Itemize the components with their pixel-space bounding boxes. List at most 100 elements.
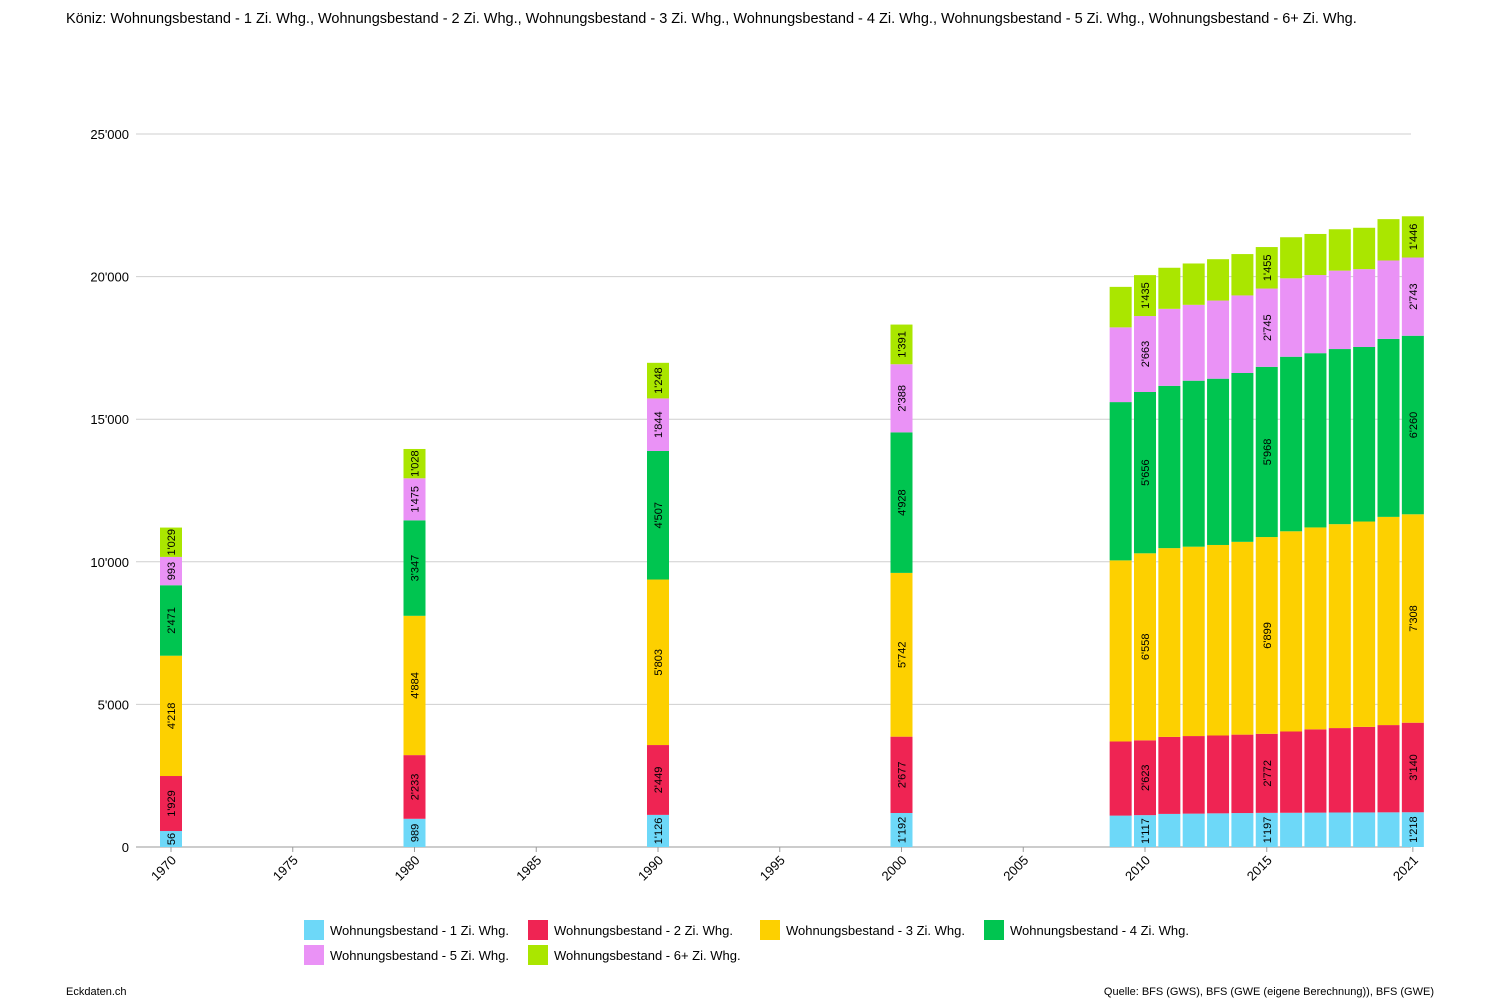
bar-segment	[1401, 514, 1424, 723]
site-name: Eckdaten.ch	[66, 986, 127, 998]
data-label: 1'218	[1408, 816, 1420, 843]
bar-segment	[1353, 521, 1376, 727]
data-label: 1'844	[653, 411, 665, 438]
data-label: 2'677	[897, 762, 909, 789]
data-label: 2'449	[653, 767, 665, 794]
bar-segment	[1328, 812, 1351, 847]
legend-label: Wohnungsbestand - 6+ Zi. Whg.	[554, 947, 741, 963]
legend-label: Wohnungsbestand - 3 Zi. Whg.	[786, 922, 965, 938]
bar-segment	[1182, 263, 1205, 305]
x-tick-label: 1970	[148, 853, 179, 884]
bar-segment	[890, 432, 913, 573]
source-note: Quelle: BFS (GWS), BFS (GWE (eigene Bere…	[1103, 986, 1434, 998]
data-label: 4'884	[410, 672, 422, 699]
bar-segment	[1353, 726, 1376, 813]
data-label: 6'558	[1140, 634, 1152, 661]
bar-segment	[890, 324, 913, 365]
bar-segment	[1255, 247, 1278, 289]
bar-segment	[1377, 219, 1400, 261]
bar-segment	[160, 527, 182, 557]
bar-segment	[403, 448, 426, 479]
bar-segment	[1377, 516, 1400, 726]
bar-segment	[1158, 548, 1181, 737]
bar-segment	[1280, 531, 1303, 732]
bar-segment	[890, 736, 913, 814]
y-tick-label: 5'000	[98, 697, 129, 712]
bars	[160, 216, 1424, 847]
data-label: 1'391	[897, 331, 909, 358]
bar-segment	[1109, 402, 1132, 561]
data-label: 1'029	[166, 529, 178, 556]
x-tick-label: 2015	[1244, 853, 1275, 884]
bar-segment	[647, 814, 669, 847]
data-label: 1'455	[1262, 255, 1274, 282]
bar-segment	[1207, 259, 1230, 301]
legend-swatch	[528, 920, 548, 940]
bar-segment	[1255, 812, 1278, 847]
data-label: 5'803	[653, 649, 665, 676]
bar-segment	[1231, 295, 1254, 373]
x-tick-label: 2010	[1122, 853, 1153, 884]
x-tick-label: 2005	[1000, 853, 1031, 884]
bar-segment	[1109, 560, 1132, 742]
legend-label: Wohnungsbestand - 4 Zi. Whg.	[1010, 922, 1189, 938]
bar-segment	[1182, 736, 1205, 814]
bar-segment	[1109, 327, 1132, 403]
bar-segment	[647, 362, 669, 399]
bar-segment	[647, 579, 669, 746]
bar-segment	[1182, 813, 1205, 847]
data-label: 4'928	[897, 489, 909, 516]
data-label: 989	[410, 824, 422, 842]
bar-segment	[403, 520, 426, 616]
bar-segment	[1304, 353, 1327, 528]
bar-segment	[647, 450, 669, 580]
data-label: 1'929	[166, 790, 178, 817]
data-label: 4'507	[653, 502, 665, 529]
x-tick-label: 2000	[879, 853, 910, 884]
legend-item: Wohnungsbestand - 1 Zi. Whg.	[304, 920, 509, 940]
bar-segment	[1280, 237, 1303, 279]
bar-segment	[1255, 537, 1278, 734]
data-label: 56	[166, 833, 178, 845]
bar-segment	[1231, 372, 1254, 542]
bar-segment	[1134, 553, 1156, 741]
data-label: 1'435	[1140, 282, 1152, 309]
legend-item: Wohnungsbestand - 2 Zi. Whg.	[528, 920, 733, 940]
data-label: 2'663	[1140, 341, 1152, 368]
y-tick-label: 25'000	[90, 127, 129, 142]
bar-segment	[1231, 734, 1254, 814]
data-label: 2'745	[1262, 314, 1274, 341]
legend-label: Wohnungsbestand - 5 Zi. Whg.	[330, 947, 509, 963]
bar-segment	[1255, 366, 1278, 538]
bar-segment	[160, 556, 182, 586]
bar-segment	[890, 813, 913, 847]
data-label: 2'471	[166, 607, 178, 634]
legend-swatch	[984, 920, 1004, 940]
bar-segment	[1304, 233, 1327, 276]
data-label: 5'968	[1262, 439, 1274, 466]
data-label: 6'899	[1262, 622, 1274, 649]
bar-segment	[1280, 278, 1303, 357]
bar-segment	[403, 478, 426, 521]
x-tick-label: 2021	[1390, 853, 1421, 884]
bar-segment	[1255, 288, 1278, 367]
bar-segment	[1182, 546, 1205, 737]
data-label: 3'140	[1408, 754, 1420, 781]
data-label: 6'260	[1408, 412, 1420, 439]
bar-segment	[1158, 736, 1181, 814]
bar-segment	[890, 364, 913, 433]
x-tick-label: 1995	[757, 853, 788, 884]
bar-segment	[1401, 335, 1424, 515]
legend-swatch	[304, 920, 324, 940]
bar-segment	[1377, 725, 1400, 813]
bar-segment	[1280, 731, 1303, 813]
y-tick-label: 10'000	[90, 555, 129, 570]
bar-segment	[1134, 275, 1156, 317]
bar-segment	[1207, 735, 1230, 814]
bar-segment	[1231, 254, 1254, 296]
legend-swatch	[760, 920, 780, 940]
bar-segment	[1328, 349, 1351, 525]
bar-segment	[1401, 257, 1424, 336]
data-label: 1'197	[1262, 817, 1274, 844]
